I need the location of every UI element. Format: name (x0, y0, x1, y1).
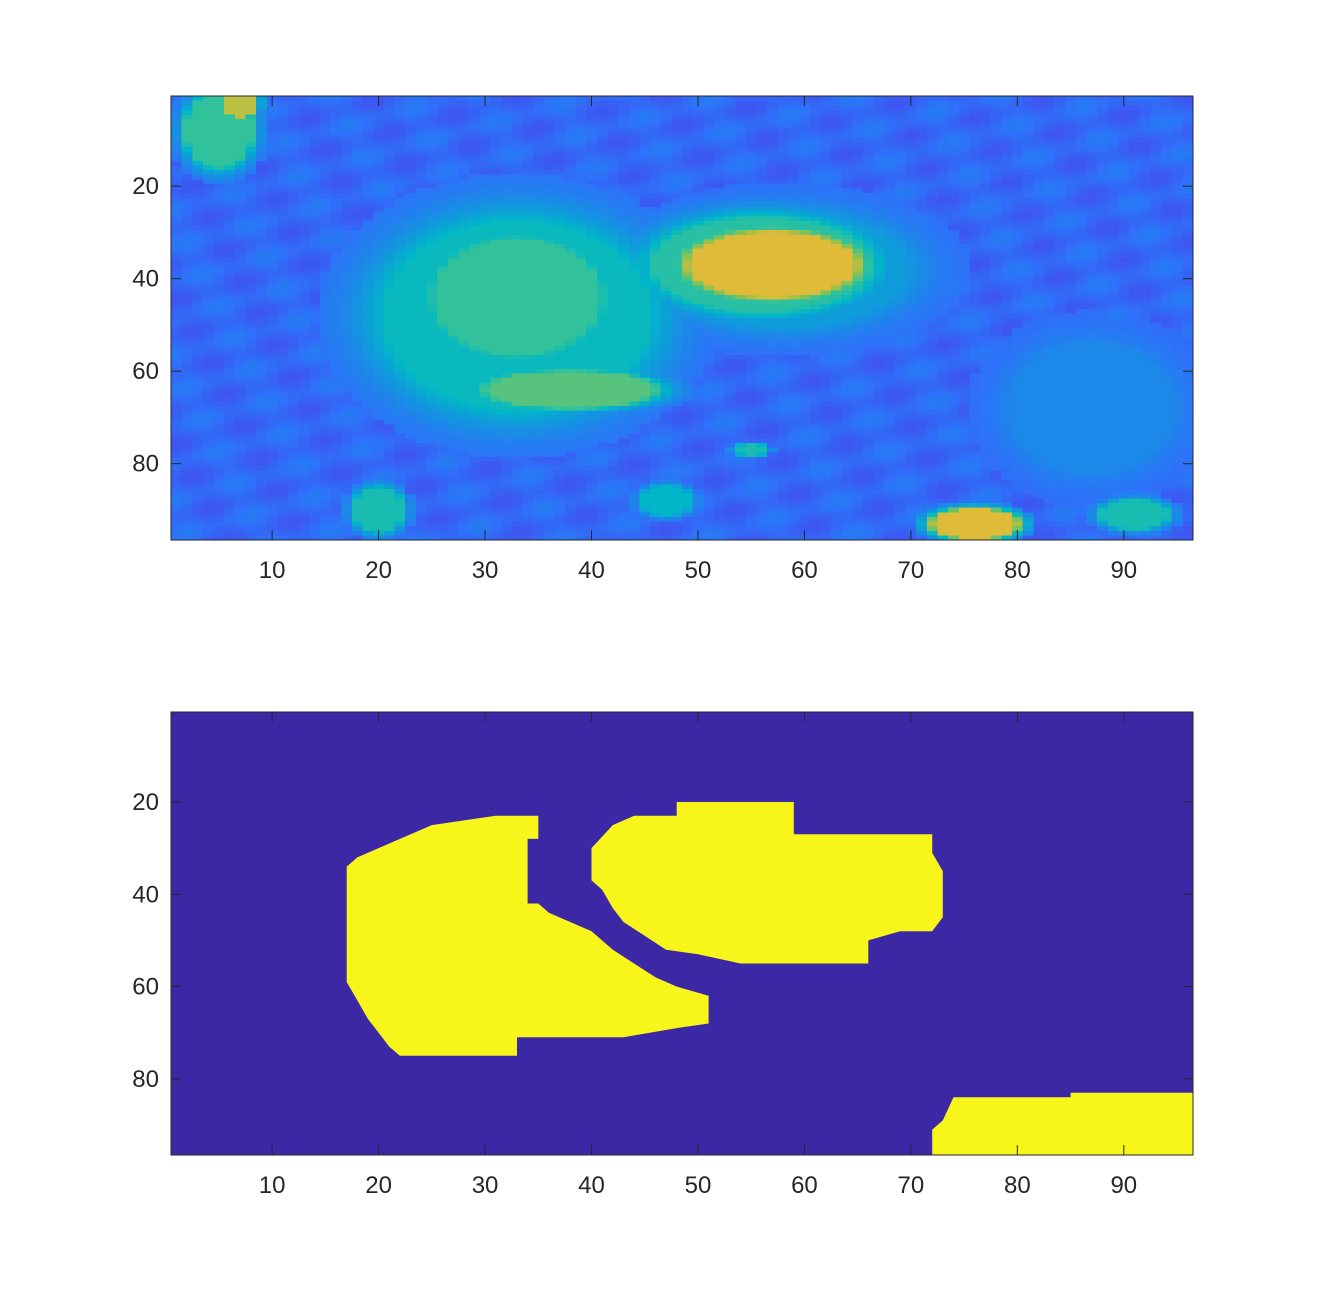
mask-x-tick-label: 70 (898, 1172, 925, 1199)
mri-x-tick-label: 80 (1004, 557, 1031, 584)
right-ventricle-mask (346, 815, 709, 1056)
mask-x-tick-label: 90 (1110, 1172, 1137, 1199)
mri-x-tick-label: 30 (472, 557, 499, 584)
mri-x-tick-label: 20 (365, 557, 392, 584)
mask-x-tick-label: 10 (259, 1172, 286, 1199)
mri-x-tick-label: 70 (898, 557, 925, 584)
mask-x-tick-label: 20 (365, 1172, 392, 1199)
mri-x-tick-label: 60 (791, 557, 818, 584)
mask-y-tick-label: 60 (132, 974, 159, 1001)
mri-axes-frame (170, 95, 1194, 541)
mask-y-tick-label: 40 (132, 881, 159, 908)
mask-x-tick-label: 60 (791, 1172, 818, 1199)
mri-image-panel: 10 20 30 40 50 60 70 80 90 20 40 60 80 (132, 95, 1194, 584)
mask-x-tick-label: 50 (685, 1172, 712, 1199)
mask-regions (346, 802, 1193, 1155)
segmentation-mask-panel: 10 20 30 40 50 60 70 80 90 20 40 60 80 (132, 711, 1194, 1199)
mask-y-tick-label: 80 (132, 1066, 159, 1093)
mri-x-tick-label: 40 (578, 557, 605, 584)
mask-axes-frame (170, 711, 1194, 1156)
mask-x-tick-label: 30 (472, 1172, 499, 1199)
mri-y-tick-label: 60 (132, 358, 159, 385)
mask-x-tick-label: 40 (578, 1172, 605, 1199)
mask-x-tick-label: 80 (1004, 1172, 1031, 1199)
mri-heatmap-image (171, 96, 1193, 540)
mri-x-tick-label: 90 (1110, 557, 1137, 584)
mri-y-tick-label: 80 (132, 451, 159, 478)
left-ventricle-mask (591, 802, 943, 964)
lower-right-mask (932, 1092, 1193, 1155)
mri-x-tick-label: 10 (259, 557, 286, 584)
mri-y-tick-label: 40 (132, 266, 159, 293)
mask-y-tick-label: 20 (132, 789, 159, 816)
mri-x-tick-label: 50 (685, 557, 712, 584)
mri-y-tick-label: 20 (132, 173, 159, 200)
